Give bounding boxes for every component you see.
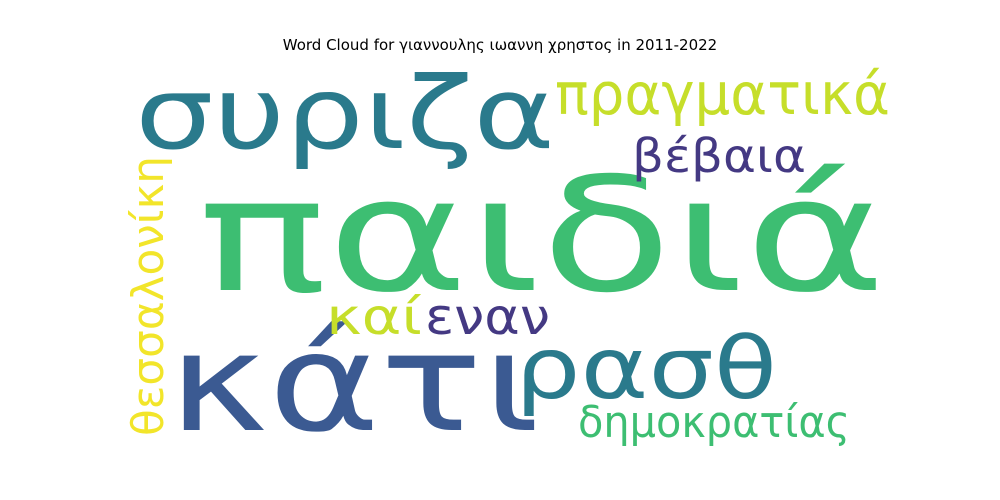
word-dimokratias: δημοκρατίας [578, 397, 850, 448]
word-enan: εναν [425, 288, 550, 346]
word-syriza: συριζα [135, 55, 555, 172]
word-vevaia: βέβαια [632, 129, 806, 183]
word-pragmatika: πραγματικά [555, 60, 890, 128]
chart-title: Word Cloud for γιαννουλης ιωαννη χρηστος… [282, 36, 718, 54]
word-kati: κάτι [168, 305, 540, 463]
word-kai: καί [326, 288, 422, 346]
word-paidia: παιδιά [198, 144, 886, 328]
word-thessaloniki: θεσσαλονίκη [123, 156, 174, 436]
word-rasth: ρασθ [515, 319, 777, 419]
